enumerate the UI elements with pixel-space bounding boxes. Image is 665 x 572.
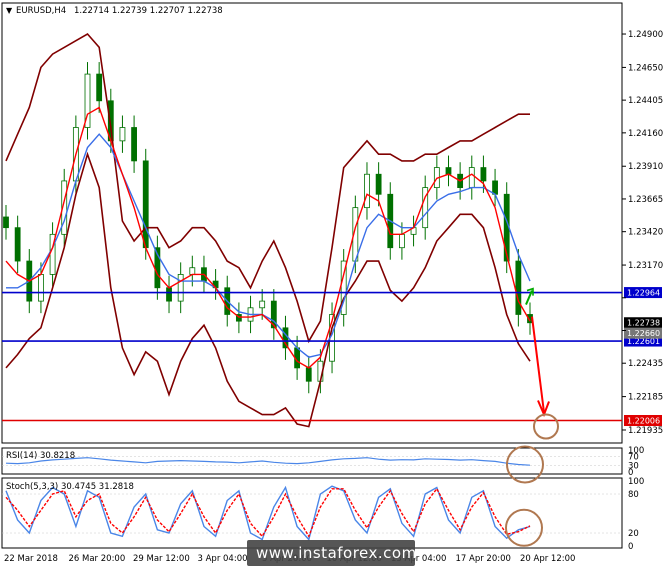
candle-body xyxy=(142,160,149,249)
green-arrow-head xyxy=(526,287,534,296)
x-tick-label: 22 Mar 2018 xyxy=(4,554,58,564)
candle-body xyxy=(468,167,475,189)
red-arrow-line xyxy=(531,316,545,413)
rsi-y-tick-label: 70 xyxy=(628,453,639,463)
green-arrow-line xyxy=(525,290,533,305)
rsi-title: RSI(14) 30.8218 xyxy=(6,451,75,461)
chart-title: EURUSD,H4 xyxy=(16,6,66,16)
y-tick-label: 1.23665 xyxy=(628,195,663,205)
y-tick-label: 1.24650 xyxy=(628,63,663,73)
candle-body xyxy=(14,227,21,262)
rsi-plot-area: RSI(14) 30.8218 xyxy=(2,451,622,466)
candle-body xyxy=(515,260,522,315)
y-tick-label: 1.22185 xyxy=(628,393,663,403)
candle-body xyxy=(235,314,242,322)
annotations xyxy=(505,287,559,547)
stoch-title: Stoch(5,3,3) 30.4745 31.2818 xyxy=(6,482,134,492)
candle-body xyxy=(131,127,137,162)
stoch-y-tick-label: 80 xyxy=(628,490,639,500)
price-tag-label: 1.22738 xyxy=(627,319,660,328)
candle-body xyxy=(399,233,405,249)
rsi-panel-frame xyxy=(1,447,623,475)
rsi-circle xyxy=(506,445,544,484)
candle-body xyxy=(480,167,487,182)
candle-body xyxy=(38,274,44,302)
bollinger-lower-line xyxy=(5,151,531,428)
x-tick-label: 26 Mar 20:00 xyxy=(69,554,126,564)
stoch-signal-line xyxy=(5,487,531,538)
price-tag-label: 1.22660 xyxy=(627,329,660,338)
rsi-y-tick-label: 30 xyxy=(628,461,639,471)
candle-body xyxy=(84,73,91,128)
bollinger-upper-line xyxy=(5,32,530,344)
level-tag xyxy=(624,335,662,347)
y-tick-label: 1.24405 xyxy=(628,96,663,106)
candle-body xyxy=(422,187,429,229)
y-tick-label: 1.23420 xyxy=(628,228,663,238)
x-tick-label: 13 Apr 04:00 xyxy=(391,554,446,564)
candle-body xyxy=(3,216,9,229)
price-panel-frame xyxy=(1,2,623,444)
target-circle xyxy=(533,413,559,440)
ma-slow-line xyxy=(6,133,531,358)
y-tick-label: 1.24160 xyxy=(628,129,663,139)
y-tick-label: 1.24900 xyxy=(628,30,663,40)
chart-header-triangle: ▼ xyxy=(6,6,13,15)
candle-body xyxy=(259,300,266,309)
candle-body xyxy=(189,267,196,275)
candle-body xyxy=(492,180,498,195)
candle-body xyxy=(340,260,347,315)
rsi-y-tick-label: 0 xyxy=(628,468,633,478)
level-tag xyxy=(624,287,662,299)
price-tag xyxy=(624,317,662,329)
y-tick-label: 1.23910 xyxy=(628,162,663,172)
level-label: 1.22601 xyxy=(627,337,660,346)
candle-body xyxy=(177,274,184,302)
x-tick-label: 3 Apr 04:00 xyxy=(198,554,248,564)
candle-body xyxy=(305,367,312,382)
stoch-plot-area: Stoch(5,3,3) 30.4745 31.2818 xyxy=(2,482,622,541)
stoch-y-tick-label: 100 xyxy=(628,477,644,487)
stoch-main-line xyxy=(5,485,531,541)
price-tag xyxy=(624,327,662,339)
level-label: 1.22006 xyxy=(627,417,660,426)
y-tick-label: 1.22435 xyxy=(628,359,663,369)
stoch-y-tick-label: 20 xyxy=(628,529,639,539)
level-tag xyxy=(624,415,662,427)
candle-body xyxy=(445,167,452,175)
y-tick-label: 1.23170 xyxy=(628,261,663,271)
rsi-y-tick-label: 100 xyxy=(628,446,644,456)
watermark-box xyxy=(247,540,415,566)
chart-ohlc: 1.22714 1.22739 1.22707 1.22738 xyxy=(74,6,223,16)
candle-body xyxy=(270,300,277,329)
candle-body xyxy=(61,180,68,235)
x-tick-label: 20 Apr 12:00 xyxy=(520,554,575,564)
rsi-line xyxy=(5,457,531,466)
watermark-text: www.instaforex.com xyxy=(256,544,417,562)
x-tick-label: 29 Mar 12:00 xyxy=(133,554,190,564)
stoch-circle xyxy=(505,508,543,547)
price-plot-area xyxy=(2,32,622,428)
candle-body xyxy=(375,173,382,195)
candle-body xyxy=(166,287,172,302)
stoch-y-tick-label: 0 xyxy=(628,542,633,552)
y-tick-label: 1.21935 xyxy=(628,426,663,436)
candle-body xyxy=(119,127,126,142)
level-label: 1.22964 xyxy=(627,289,660,298)
candle-body xyxy=(364,173,370,209)
candle-body xyxy=(96,73,103,102)
ma-fast-line xyxy=(5,106,531,369)
x-tick-label: 17 Apr 20:00 xyxy=(456,554,511,564)
